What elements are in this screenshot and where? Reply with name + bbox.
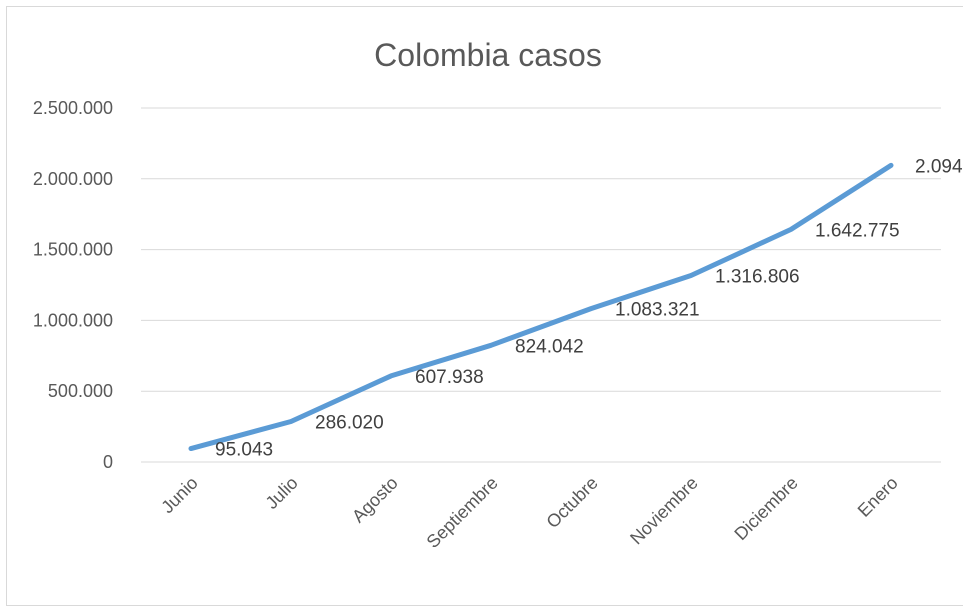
data-label: 95.043: [215, 440, 273, 461]
y-tick-label: 2.000.000: [33, 169, 113, 189]
y-axis-ticks: 0 500.000 1.000.000 1.500.000 2.000.000 2.500…: [33, 98, 113, 472]
chart-area: [6, 6, 963, 606]
y-tick-label: 1.500.000: [33, 240, 113, 260]
x-tick-label: Agosto: [348, 473, 402, 527]
x-tick-label: Julio: [262, 473, 302, 513]
y-tick-label: 500.000: [48, 381, 113, 401]
chart-title: Colombia casos: [374, 37, 602, 73]
x-axis-ticks: Junio Julio Agosto Septiembre Octubre Noviemb…: [157, 473, 902, 552]
series-layer: [188, 162, 894, 452]
x-tick-label: Enero: [854, 473, 902, 521]
x-tick-label: Septiembre: [423, 473, 502, 552]
x-tick-label: Junio: [157, 473, 202, 518]
y-tick-label: 2.500.000: [33, 98, 113, 118]
data-label: 607.938: [415, 367, 484, 388]
gridlines: [141, 107, 941, 463]
x-tick-label: Octubre: [542, 473, 601, 532]
data-label: 824.042: [515, 336, 584, 357]
data-label: 1.083.321: [615, 300, 700, 321]
x-tick-label: Noviembre: [626, 473, 702, 549]
data-label: 286.020: [315, 412, 384, 433]
data-label: 1.316.806: [715, 267, 800, 288]
data-label: 1.642.775: [815, 220, 900, 241]
series-line: [188, 162, 894, 452]
y-tick-label: 0: [103, 452, 113, 472]
x-tick-label: Diciembre: [730, 473, 801, 544]
line-chart: Colombia casos 0 500.000 1.000.000 1.500.00…: [33, 37, 963, 552]
data-labels: 95.043 286.020 607.938 824.042 1.083.321 1.31…: [215, 156, 963, 460]
y-tick-label: 1.000.000: [33, 310, 113, 330]
data-label: 2.094.884: [915, 156, 963, 177]
